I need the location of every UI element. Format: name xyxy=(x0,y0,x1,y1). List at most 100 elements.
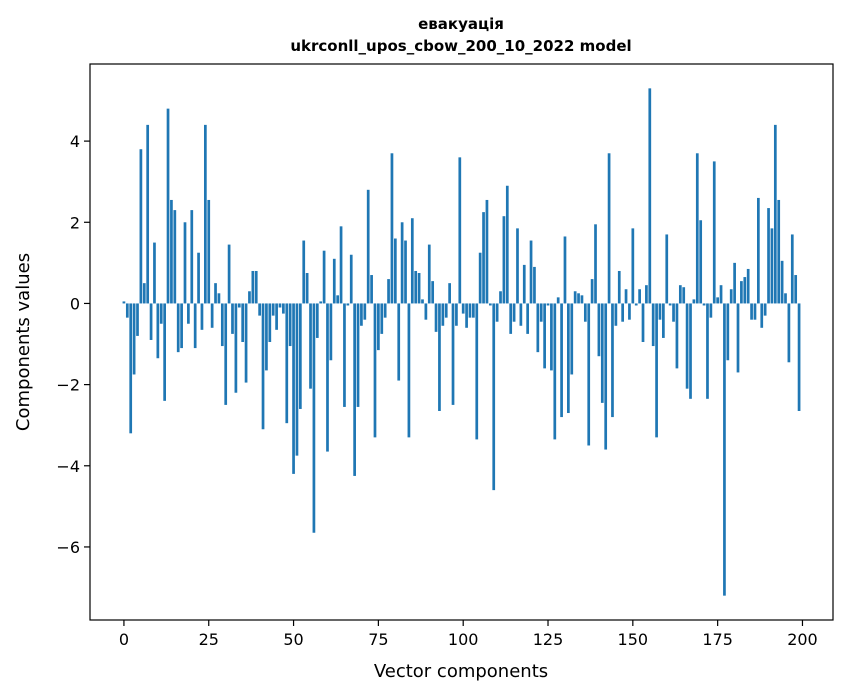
bar xyxy=(587,303,591,446)
y-tick-label: −4 xyxy=(56,457,80,476)
bar xyxy=(329,303,333,361)
x-axis-ticks: 0 25 50 75 100 125 150 175 200 xyxy=(119,620,818,649)
x-tick-label: 200 xyxy=(787,630,818,649)
bar xyxy=(648,88,652,304)
bar xyxy=(784,293,787,304)
y-tick-label: −2 xyxy=(56,376,80,395)
bar xyxy=(536,303,540,353)
bar xyxy=(533,266,536,304)
bar xyxy=(360,303,363,326)
bar xyxy=(712,161,716,304)
bar xyxy=(241,303,245,342)
bar xyxy=(349,254,353,304)
bar xyxy=(543,303,546,369)
bar xyxy=(170,199,173,304)
bar xyxy=(600,303,604,403)
bar xyxy=(421,299,424,304)
bar xyxy=(692,299,696,304)
bar xyxy=(217,293,221,304)
bar xyxy=(224,303,228,405)
bar xyxy=(465,303,468,328)
bar xyxy=(234,303,238,393)
bar xyxy=(563,236,567,304)
bar xyxy=(136,303,139,336)
bar xyxy=(220,303,224,347)
bar xyxy=(214,283,217,304)
bar xyxy=(275,303,278,330)
bar xyxy=(248,291,251,304)
bar xyxy=(750,303,753,320)
x-tick-label: 175 xyxy=(702,630,733,649)
bar xyxy=(431,281,435,304)
x-tick-label: 150 xyxy=(618,630,649,649)
bar xyxy=(295,303,299,456)
bar xyxy=(485,199,489,304)
bar xyxy=(583,303,587,322)
bar xyxy=(736,303,740,373)
bar xyxy=(166,108,170,304)
bar xyxy=(326,303,329,452)
bar xyxy=(231,303,234,334)
bar xyxy=(427,244,431,304)
bar xyxy=(662,303,665,338)
bar xyxy=(567,303,570,414)
bars-group xyxy=(122,88,801,596)
bar xyxy=(645,285,648,304)
bar xyxy=(516,228,519,304)
bar xyxy=(580,295,584,304)
bar xyxy=(410,218,414,304)
bar xyxy=(488,303,492,306)
bar xyxy=(763,303,767,316)
bar xyxy=(190,210,194,304)
y-tick-label: −6 xyxy=(56,538,80,557)
bar xyxy=(370,275,373,304)
bar xyxy=(251,270,255,304)
bar xyxy=(187,303,190,324)
bar xyxy=(729,289,733,304)
bar xyxy=(315,303,319,338)
bar xyxy=(227,244,231,304)
bar xyxy=(292,303,295,474)
bar xyxy=(770,228,774,304)
bar xyxy=(268,303,272,342)
bar xyxy=(207,199,211,304)
bar xyxy=(665,234,669,304)
bar xyxy=(702,303,706,306)
bar xyxy=(512,303,516,322)
bar xyxy=(261,303,265,430)
bar xyxy=(441,303,445,326)
bar xyxy=(529,240,533,304)
bar xyxy=(448,283,451,304)
bar xyxy=(753,303,757,320)
bar xyxy=(502,216,506,304)
y-axis-label: Components values xyxy=(13,253,34,431)
bar xyxy=(265,303,268,371)
bar xyxy=(417,273,421,304)
bar xyxy=(685,303,689,389)
bar xyxy=(363,303,367,320)
bar xyxy=(794,275,798,304)
bar xyxy=(519,303,523,326)
bar xyxy=(390,153,394,304)
bar xyxy=(658,303,662,320)
bar xyxy=(594,224,597,304)
bar xyxy=(444,303,448,318)
bar xyxy=(655,303,658,438)
bar xyxy=(628,303,631,320)
x-axis-label: Vector components xyxy=(374,661,548,682)
bar xyxy=(163,303,166,401)
bar xyxy=(695,153,699,304)
bar xyxy=(451,303,455,405)
bar xyxy=(675,303,679,369)
bar xyxy=(434,303,438,332)
bar xyxy=(634,303,638,306)
bar xyxy=(526,303,530,334)
bar xyxy=(787,303,791,363)
bar xyxy=(631,228,635,304)
bar xyxy=(271,303,275,316)
bar xyxy=(682,287,686,304)
bar xyxy=(285,303,289,424)
bar xyxy=(346,303,350,306)
x-tick-label: 50 xyxy=(283,630,303,649)
bar xyxy=(305,273,309,304)
